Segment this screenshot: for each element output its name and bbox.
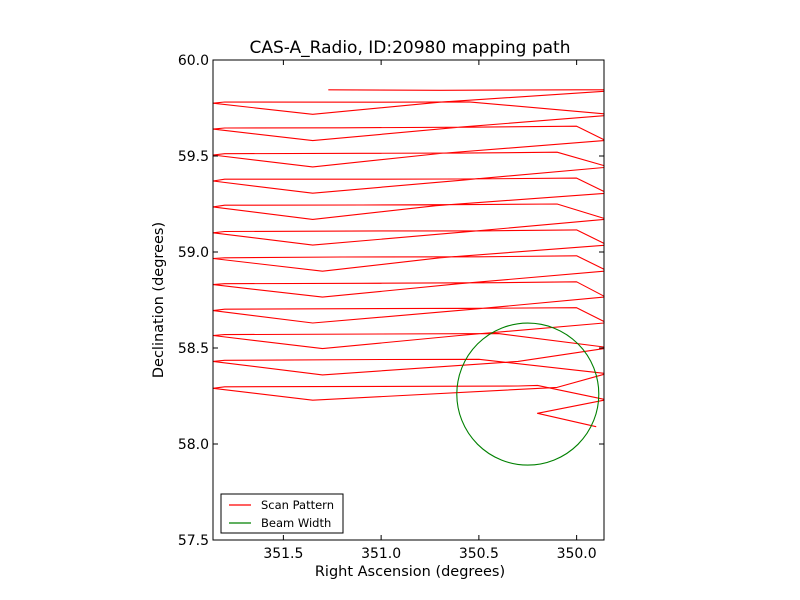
x-axis-ticks: 351.5 351.0 350.5 350.0: [263, 60, 597, 562]
plot-area: [213, 60, 604, 540]
x-axis-title: Right Ascension (degrees): [315, 564, 505, 580]
x-tick-label: 350.5: [459, 546, 499, 562]
scan-pattern-line: [212, 89, 605, 428]
x-tick-label: 350.0: [557, 546, 597, 562]
series-layer: [212, 89, 605, 466]
x-tick-label: 351.0: [361, 546, 401, 562]
y-tick-label: 58.0: [178, 437, 209, 453]
beam-width-circle: [456, 322, 600, 466]
y-tick-label: 59.5: [178, 149, 209, 165]
legend: Scan Pattern Beam Width: [220, 493, 344, 534]
y-tick-label: 57.5: [178, 533, 209, 549]
legend-label-scan-pattern: Scan Pattern: [261, 498, 334, 512]
legend-label-beam-width: Beam Width: [261, 516, 331, 530]
chart-title: CAS-A_Radio, ID:20980 mapping path: [250, 38, 571, 58]
plot-frame: [212, 59, 605, 541]
y-axis-ticks: 57.5 58.0 58.5 59.0 59.5 60.0: [178, 53, 604, 549]
y-tick-label: 59.0: [178, 245, 209, 261]
y-tick-label: 58.5: [178, 341, 209, 357]
y-tick-label: 60.0: [178, 53, 209, 69]
legend-box: [220, 493, 344, 534]
x-tick-label: 351.5: [263, 546, 303, 562]
y-axis-title: Declination (degrees): [151, 222, 167, 378]
